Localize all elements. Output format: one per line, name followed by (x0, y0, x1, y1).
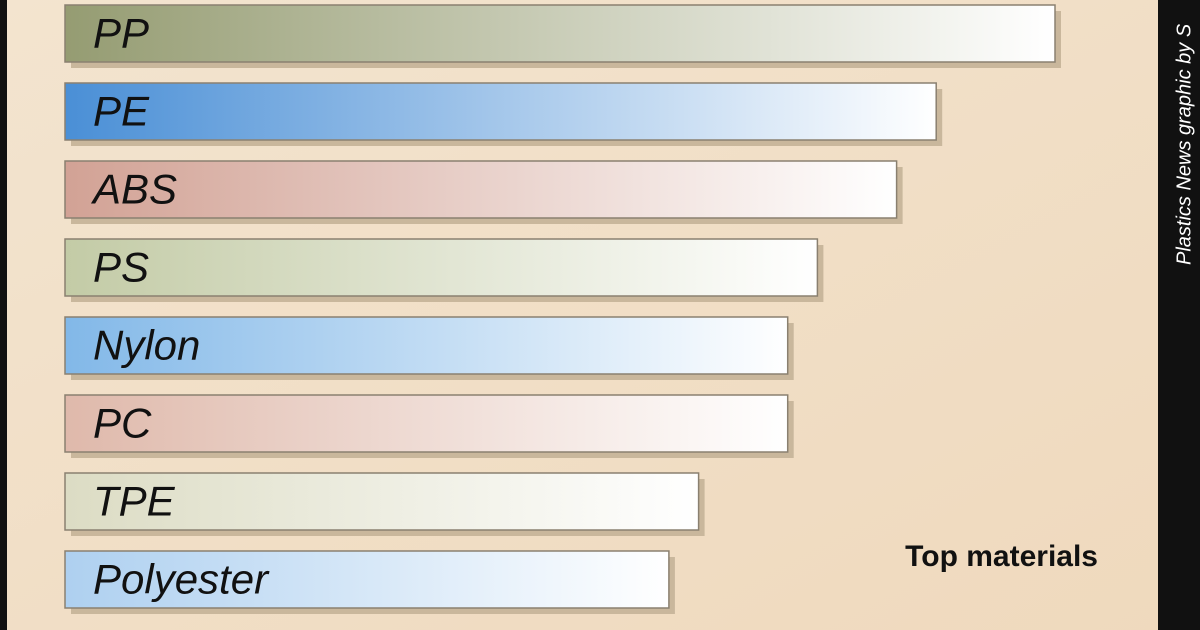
bar-label: Polyester (93, 556, 270, 603)
bar-label: TPE (93, 478, 176, 525)
bar-label: PS (93, 244, 149, 291)
credit: Plastics News graphic by S (1173, 23, 1195, 265)
bar-label: PC (93, 400, 152, 447)
bar-label: Nylon (93, 322, 200, 369)
bar (64, 82, 937, 141)
bar (64, 160, 898, 219)
bar (64, 550, 670, 609)
left-border (0, 0, 7, 630)
bar-label: PE (93, 88, 150, 135)
bar-label: PP (93, 10, 149, 57)
credit-strip (1158, 0, 1200, 630)
bar (64, 394, 789, 453)
chart-title: Top materials (905, 540, 1098, 573)
bar (64, 316, 789, 375)
bar (64, 472, 700, 531)
bar (64, 238, 819, 297)
bars: PP PE ABS PS Nylon PC TPE Polyester (64, 4, 1061, 614)
bar-label: ABS (90, 166, 177, 213)
bar (64, 4, 1056, 63)
